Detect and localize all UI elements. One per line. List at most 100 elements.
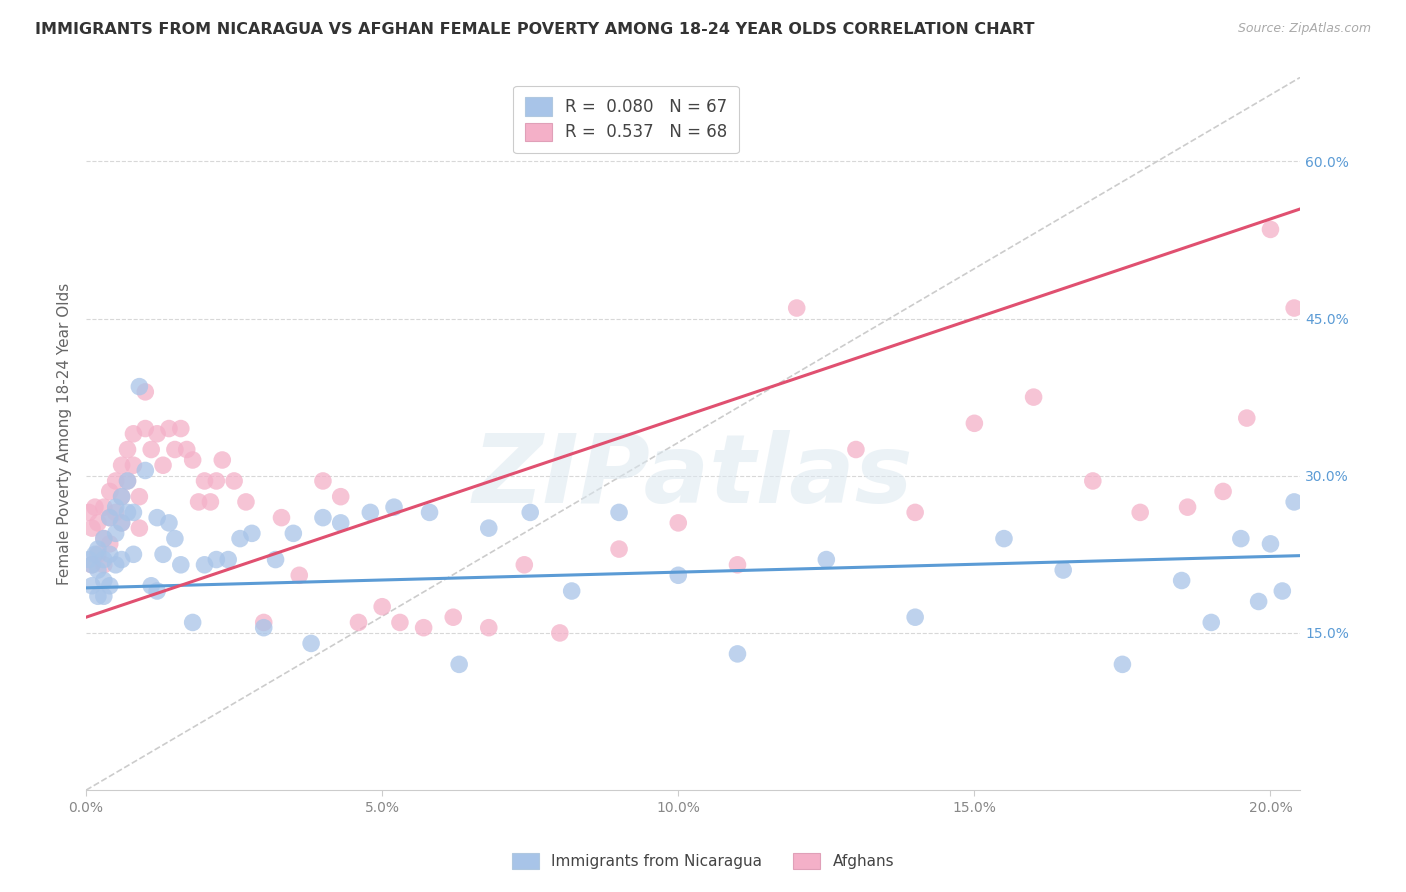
- Point: [235, 495, 257, 509]
- Point: [329, 490, 352, 504]
- Text: ZIPatlas: ZIPatlas: [472, 430, 914, 523]
- Point: [93, 589, 115, 603]
- Point: [963, 417, 986, 431]
- Point: [312, 474, 335, 488]
- Point: [80, 558, 103, 572]
- Point: [146, 584, 169, 599]
- Point: [122, 458, 145, 473]
- Point: [110, 490, 132, 504]
- Point: [104, 526, 127, 541]
- Point: [122, 426, 145, 441]
- Point: [283, 526, 305, 541]
- Point: [229, 532, 252, 546]
- Point: [419, 505, 441, 519]
- Point: [80, 558, 103, 572]
- Point: [1177, 500, 1199, 515]
- Point: [548, 626, 571, 640]
- Point: [217, 552, 239, 566]
- Point: [93, 532, 115, 546]
- Point: [412, 621, 434, 635]
- Point: [193, 474, 215, 488]
- Point: [93, 532, 115, 546]
- Legend: Immigrants from Nicaragua, Afghans: Immigrants from Nicaragua, Afghans: [506, 847, 900, 875]
- Point: [87, 563, 110, 577]
- Point: [98, 484, 121, 499]
- Point: [347, 615, 370, 630]
- Point: [786, 301, 808, 315]
- Point: [77, 552, 100, 566]
- Point: [87, 542, 110, 557]
- Point: [1271, 584, 1294, 599]
- Point: [93, 552, 115, 566]
- Point: [110, 552, 132, 566]
- Point: [93, 574, 115, 588]
- Point: [170, 421, 193, 435]
- Point: [288, 568, 311, 582]
- Point: [519, 505, 541, 519]
- Point: [264, 552, 287, 566]
- Point: [478, 621, 501, 635]
- Point: [666, 516, 689, 530]
- Point: [157, 516, 180, 530]
- Point: [117, 505, 139, 519]
- Point: [157, 421, 180, 435]
- Point: [478, 521, 501, 535]
- Point: [104, 500, 127, 515]
- Point: [104, 558, 127, 572]
- Point: [1129, 505, 1152, 519]
- Point: [1052, 563, 1074, 577]
- Point: [1230, 532, 1253, 546]
- Point: [80, 521, 103, 535]
- Point: [93, 500, 115, 515]
- Point: [240, 526, 263, 541]
- Point: [98, 547, 121, 561]
- Point: [1236, 411, 1258, 425]
- Y-axis label: Female Poverty Among 18-24 Year Olds: Female Poverty Among 18-24 Year Olds: [58, 283, 72, 585]
- Legend: R =  0.080   N = 67, R =  0.537   N = 68: R = 0.080 N = 67, R = 0.537 N = 68: [513, 86, 738, 153]
- Point: [98, 510, 121, 524]
- Point: [312, 510, 335, 524]
- Point: [141, 442, 163, 457]
- Point: [205, 474, 228, 488]
- Point: [87, 516, 110, 530]
- Point: [371, 599, 394, 614]
- Point: [87, 547, 110, 561]
- Point: [904, 610, 927, 624]
- Point: [170, 558, 193, 572]
- Point: [146, 426, 169, 441]
- Point: [253, 621, 276, 635]
- Point: [128, 379, 150, 393]
- Point: [1282, 495, 1305, 509]
- Point: [163, 442, 186, 457]
- Point: [1081, 474, 1104, 488]
- Point: [607, 505, 630, 519]
- Point: [388, 615, 411, 630]
- Point: [98, 537, 121, 551]
- Point: [382, 500, 405, 515]
- Text: IMMIGRANTS FROM NICARAGUA VS AFGHAN FEMALE POVERTY AMONG 18-24 YEAR OLDS CORRELA: IMMIGRANTS FROM NICARAGUA VS AFGHAN FEMA…: [35, 22, 1035, 37]
- Point: [845, 442, 868, 457]
- Point: [104, 474, 127, 488]
- Point: [224, 474, 246, 488]
- Point: [122, 547, 145, 561]
- Point: [359, 505, 381, 519]
- Point: [152, 458, 174, 473]
- Point: [152, 547, 174, 561]
- Point: [122, 505, 145, 519]
- Point: [110, 516, 132, 530]
- Point: [93, 558, 115, 572]
- Point: [329, 516, 352, 530]
- Point: [441, 610, 464, 624]
- Point: [205, 552, 228, 566]
- Point: [299, 636, 322, 650]
- Point: [1022, 390, 1045, 404]
- Point: [1212, 484, 1234, 499]
- Point: [449, 657, 471, 672]
- Point: [117, 474, 139, 488]
- Point: [1170, 574, 1192, 588]
- Point: [666, 568, 689, 582]
- Point: [513, 558, 536, 572]
- Point: [1111, 657, 1133, 672]
- Point: [1282, 301, 1305, 315]
- Point: [176, 442, 198, 457]
